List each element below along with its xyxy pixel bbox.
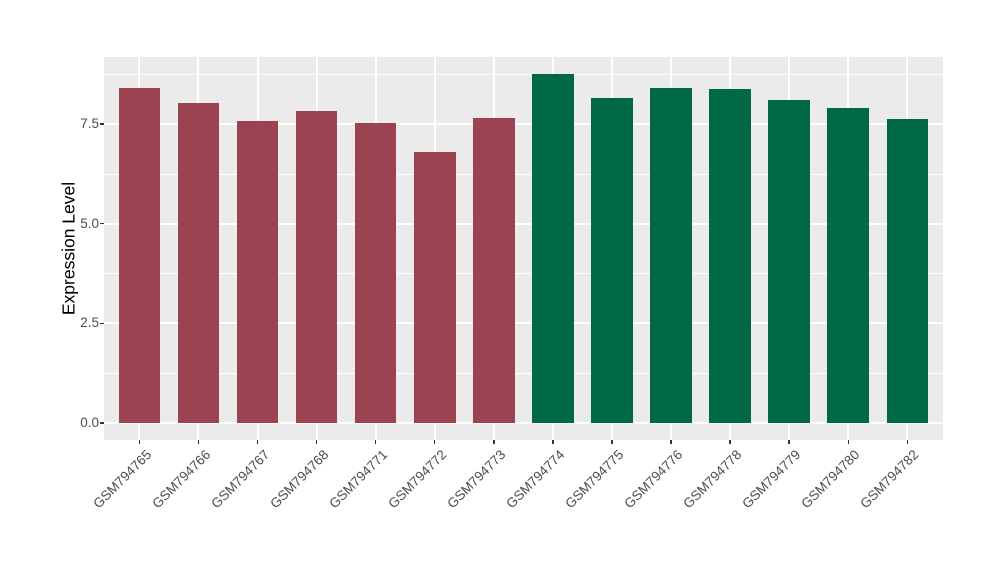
x-tick-mark [315, 440, 318, 444]
y-tick-mark [100, 123, 104, 125]
gridline-major [104, 122, 943, 125]
x-tick-mark [374, 440, 377, 444]
bar [650, 88, 692, 423]
gridline-minor [104, 173, 943, 175]
x-tick-mark [434, 440, 436, 444]
bar [709, 88, 751, 423]
y-tick-mark [100, 422, 104, 424]
bar [354, 123, 397, 423]
x-tick-mark [729, 440, 731, 444]
bar [591, 97, 633, 423]
chart-panel [104, 57, 943, 440]
x-tick-mark [906, 440, 908, 444]
gridline-minor [104, 74, 943, 76]
y-tick-mark [100, 222, 104, 225]
x-tick-mark [788, 440, 790, 444]
bar [473, 118, 515, 423]
x-tick-mark [670, 440, 672, 444]
y-axis-title: Expression Level [58, 181, 79, 316]
bar [295, 111, 338, 423]
x-tick-mark [552, 440, 554, 444]
x-tick-mark [197, 440, 200, 444]
x-tick-mark [847, 440, 849, 444]
bar [532, 73, 574, 423]
y-tick-label: 5.0 [80, 215, 99, 231]
gridline-major [104, 222, 943, 225]
x-tick-mark [256, 440, 259, 444]
bar [886, 118, 929, 423]
y-tick-label: 2.5 [80, 315, 99, 331]
y-tick-mark [100, 322, 104, 325]
y-tick-label: 7.5 [80, 115, 99, 131]
gridline-minor [104, 373, 943, 375]
x-tick-mark [611, 440, 613, 444]
x-tick-mark [493, 440, 495, 444]
bar [118, 87, 161, 423]
x-tick-mark [138, 440, 141, 444]
bar [827, 107, 869, 423]
gridline-minor [104, 273, 943, 275]
bar [236, 120, 279, 423]
bar [177, 102, 220, 423]
bar [414, 151, 456, 423]
gridline-major [104, 422, 943, 424]
y-tick-label: 0.0 [80, 415, 99, 430]
gridline-major [104, 322, 943, 325]
bar [768, 100, 810, 423]
